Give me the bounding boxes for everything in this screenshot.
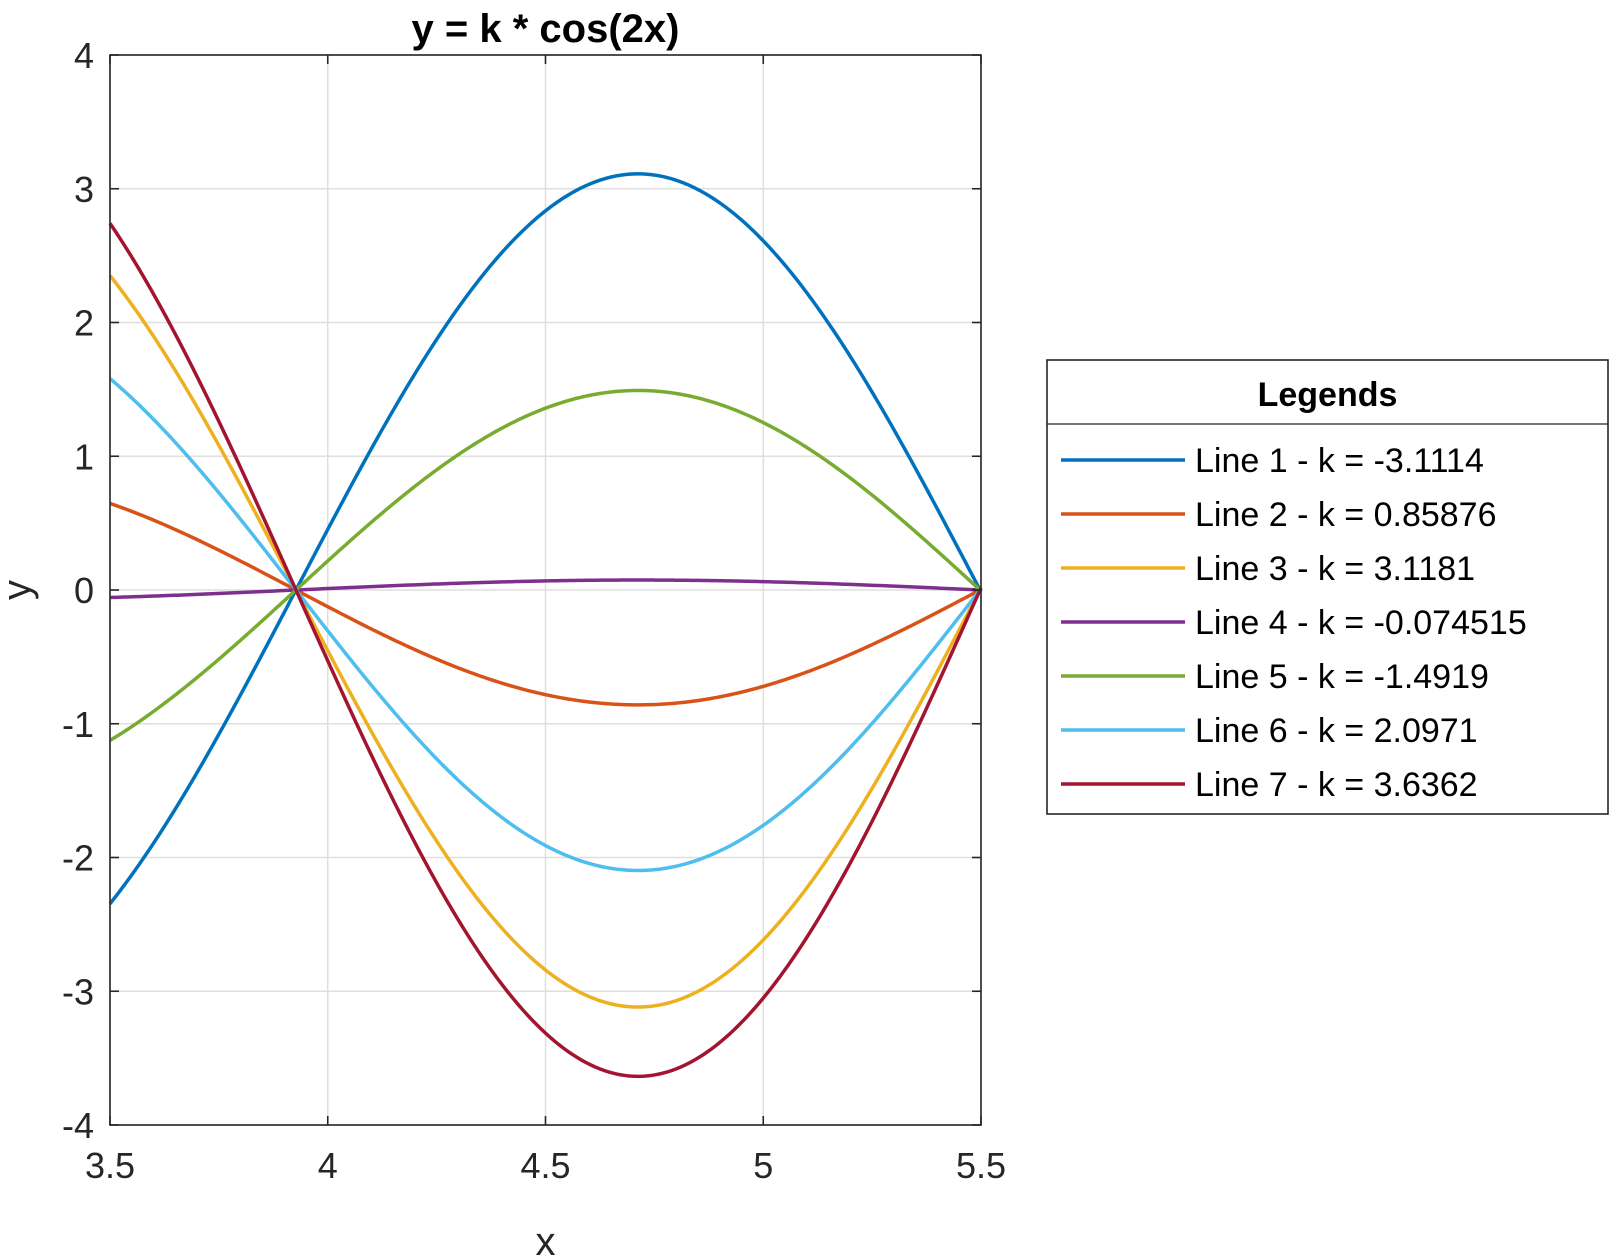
legend-label-3: Line 3 - k = 3.1181 (1195, 550, 1475, 588)
axes: 3.5 4 4.5 5 5.5 -4 -3 -2 -1 0 1 2 3 4 (62, 35, 1006, 1186)
series-lines (108, 172, 983, 1079)
legend: Legends Line 1 - k = -3.1114 Line 2 - k =… (1046, 359, 1609, 815)
x-tick-label: 5.5 (956, 1145, 1006, 1186)
series-line-3 (108, 274, 983, 1009)
chart-title: y = k * cos(2x) (412, 7, 680, 51)
y-tick-label: -2 (62, 838, 94, 879)
series-line-2 (109, 501, 982, 707)
x-tick-label: 5 (753, 1145, 773, 1186)
x-axis-label: x (536, 1220, 556, 1258)
y-axis-label: y (0, 580, 39, 600)
y-tick-label: 2 (74, 303, 94, 344)
y-tick-label: 0 (74, 570, 94, 611)
y-tick-label: -1 (62, 704, 94, 745)
legend-label-5: Line 5 - k = -1.4919 (1195, 658, 1489, 696)
legend-label-1: Line 1 - k = -3.1114 (1195, 442, 1484, 480)
grid (109, 54, 982, 1126)
x-tick-label: 3.5 (85, 1145, 135, 1186)
series-line-4 (109, 578, 982, 600)
legend-label-2: Line 2 - k = 0.85876 (1195, 496, 1497, 534)
legend-title: Legends (1258, 376, 1398, 414)
legend-label-4: Line 4 - k = -0.074515 (1195, 604, 1527, 642)
series-line-1 (108, 172, 983, 905)
y-tick-label: 3 (74, 169, 94, 210)
legend-items: Line 1 - k = -3.1114 Line 2 - k = 0.85876… (1061, 442, 1527, 804)
series-line-7 (108, 222, 983, 1079)
legend-box (1046, 359, 1609, 815)
x-tick-label: 4 (318, 1145, 338, 1186)
legend-label-7: Line 7 - k = 3.6362 (1195, 766, 1478, 804)
y-tick-label: -3 (62, 971, 94, 1012)
y-tick-label: 4 (74, 35, 94, 76)
x-tick-label: 4.5 (520, 1145, 570, 1186)
series-line-6 (108, 377, 983, 873)
y-tick-label: 1 (74, 436, 94, 477)
y-tick-label: -4 (62, 1105, 94, 1146)
legend-label-6: Line 6 - k = 2.0971 (1195, 712, 1478, 750)
series-line-5 (109, 388, 983, 742)
